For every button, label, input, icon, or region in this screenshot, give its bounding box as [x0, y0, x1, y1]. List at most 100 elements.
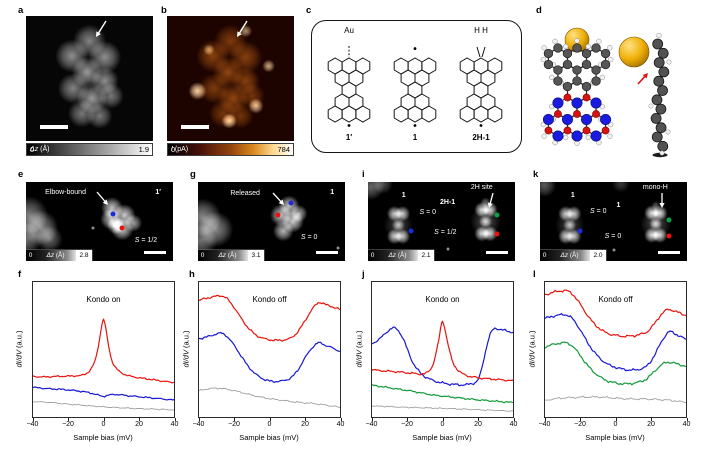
- carbon-atom-side: [652, 38, 664, 50]
- x-tick: [174, 418, 176, 421]
- hydrogen-atom: [607, 133, 613, 139]
- spectrum-position-marker-blue: [577, 228, 583, 234]
- hydrogen-atom: [541, 45, 547, 51]
- spin-down-atom: [544, 126, 553, 135]
- x-tick: [139, 418, 140, 421]
- x-tick-label: 0: [440, 421, 445, 428]
- didv-curve-blue: [33, 386, 174, 401]
- didv-curve-red: [199, 294, 340, 342]
- stm-image-canvas: [26, 16, 153, 141]
- carbon-atom: [591, 76, 601, 86]
- stm-topography-image: [26, 16, 153, 141]
- spin-up-atom: [571, 130, 583, 142]
- hydrogen-atom: [648, 103, 654, 109]
- x-tick: [544, 418, 546, 421]
- colorbar-label: I (pA): [171, 146, 189, 153]
- spectra-plot-area: [545, 289, 686, 403]
- molecule-name-1: 1: [412, 133, 418, 142]
- molecule-name-2h1: 2H-1: [472, 133, 490, 142]
- x-tick: [442, 418, 444, 421]
- right-molecule-label: 2H-1: [440, 199, 456, 207]
- didv-curve-gray: [199, 387, 340, 408]
- didv-curve-blue: [545, 313, 686, 372]
- hydrogen-atom: [585, 134, 591, 141]
- right-spin-label: S = 0: [604, 232, 622, 240]
- x-tick-label: −40: [365, 421, 378, 428]
- x-tick-label: 20: [647, 421, 655, 428]
- spin-label: S = 0: [300, 234, 318, 242]
- spin-up-atom: [552, 130, 564, 142]
- ch-bond: [476, 46, 481, 58]
- spin-up-atom: [590, 97, 602, 109]
- panel-h-letter: h: [189, 269, 195, 280]
- didv-spectrum-kondo-off-1: Kondo off: [198, 281, 341, 418]
- spin-down-atom: [554, 110, 562, 118]
- x-tick-label: 40: [509, 421, 518, 428]
- au-substituent-label: Au: [344, 26, 354, 35]
- spin-down-atom: [601, 126, 610, 135]
- didv-curve-blue: [372, 326, 513, 387]
- benzene-ring: [355, 105, 371, 123]
- carbon-atom: [553, 65, 563, 75]
- spin-up-atom: [571, 97, 583, 109]
- x-tick: [234, 418, 235, 421]
- x-tick-label: −20: [228, 421, 240, 428]
- hydrogen-atom: [563, 134, 569, 141]
- hydrogen-atom: [666, 59, 672, 65]
- hydrogen-atom: [574, 38, 580, 44]
- x-axis-label: Sample bias (mV): [585, 433, 645, 442]
- carbon-atom-side: [651, 131, 663, 143]
- carbon-atom-side: [658, 66, 670, 78]
- panel-e-letter: e: [18, 169, 24, 180]
- spectra-plot-area: [33, 318, 174, 411]
- radical-dot: [413, 124, 417, 127]
- panel-f-letter: f: [18, 269, 22, 280]
- benzene-ring: [473, 105, 489, 123]
- didv-curve-gray: [545, 395, 686, 403]
- colorbar-current: 0 I (pA) 784: [167, 143, 294, 156]
- spectrum-position-marker-red: [275, 212, 281, 218]
- left-spin-label: S = 0: [589, 208, 607, 216]
- benzene-ring: [459, 105, 475, 123]
- molecule-skeletons: [327, 46, 503, 127]
- spectra-plot-area: [372, 320, 513, 412]
- spin-down-atom: [563, 126, 572, 135]
- chart-title: Kondo off: [252, 295, 287, 304]
- spin-down-atom: [563, 93, 572, 102]
- hydrogen-atom: [608, 121, 614, 128]
- spin-down-atom: [592, 110, 600, 118]
- spin-up-atom: [590, 130, 602, 142]
- hydrogen-atom: [540, 121, 546, 128]
- x-tick: [32, 418, 34, 421]
- colorbar-max: 1.9: [138, 145, 149, 154]
- hydrogen-atom: [563, 43, 569, 50]
- didv-curve-green: [545, 341, 686, 386]
- x-tick-label: 0: [613, 421, 618, 428]
- scale-bar: [658, 251, 680, 254]
- x-tick-label: 40: [682, 421, 691, 428]
- colorbar-label: Δz (Å): [30, 146, 50, 153]
- x-tick-label: −20: [62, 421, 74, 428]
- spin-down-atom: [582, 93, 591, 102]
- didv-curve-red: [33, 318, 174, 384]
- carbon-atom-side: [655, 122, 667, 134]
- x-tick-label: 0: [101, 421, 106, 428]
- carbon-atom-side: [657, 140, 669, 152]
- spectrum-position-marker-blue: [408, 228, 414, 234]
- x-axis-label: Sample bias (mV): [412, 433, 472, 442]
- carbon-atom-side: [653, 75, 665, 87]
- benzene-ring: [327, 105, 343, 123]
- carbon-atom: [543, 48, 554, 59]
- spectrum-position-marker-red: [494, 231, 500, 237]
- didv-spectrum-kondo-on-1prime: Kondo on: [32, 281, 175, 418]
- hydrogen-atom: [596, 38, 602, 45]
- x-tick-label: −40: [192, 421, 205, 428]
- carbon-atom: [591, 65, 601, 75]
- carbon-atom-side: [657, 47, 669, 59]
- didv-spectrum-kondo-on-2h1: Kondo on: [371, 281, 514, 418]
- molecule-label: 1: [330, 189, 335, 197]
- x-tick: [407, 418, 408, 421]
- carbon-atom-side: [653, 57, 665, 68]
- stm-image-canvas: [167, 16, 294, 141]
- x-tick: [340, 418, 342, 421]
